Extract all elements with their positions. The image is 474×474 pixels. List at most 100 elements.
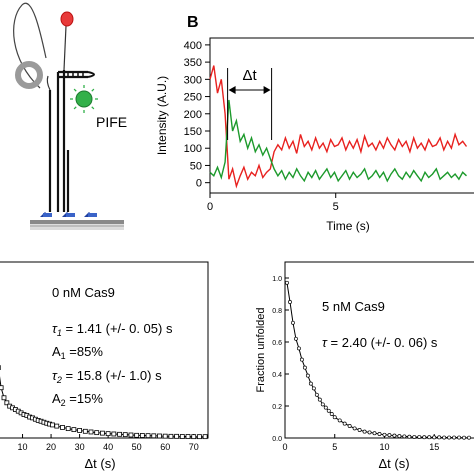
x-tick-label: 5 xyxy=(333,201,339,213)
decay0-point xyxy=(82,428,88,434)
dna-strands xyxy=(46,25,95,212)
red-trace-line xyxy=(209,65,468,189)
decay5-point xyxy=(392,433,397,438)
decay5-point xyxy=(457,435,462,440)
decay5-point xyxy=(402,434,407,439)
decay5-point xyxy=(442,435,447,440)
decay5-point xyxy=(329,412,334,416)
decay5-point xyxy=(296,346,301,351)
decay0-point xyxy=(100,430,105,436)
decay0-point xyxy=(65,426,71,432)
x-tick-label: 30 xyxy=(75,442,85,452)
A1-label: A1 =85% xyxy=(52,344,103,361)
panel-label-b: B xyxy=(187,14,199,31)
decay5-point xyxy=(362,429,367,434)
decay5-point xyxy=(417,435,422,439)
y-tick-label: 0.0 xyxy=(272,436,282,443)
decay0-point xyxy=(174,433,180,439)
decay5-point xyxy=(352,426,357,431)
decay0-point xyxy=(185,434,191,439)
decay5-point xyxy=(427,435,432,440)
decay5-point xyxy=(387,433,392,438)
decay0-point xyxy=(151,433,157,439)
decay0-point xyxy=(88,429,94,435)
decay5-point xyxy=(447,435,452,440)
decay0-point xyxy=(1,395,7,401)
delta-t-label: Δt xyxy=(243,67,258,84)
x-tick-label: 40 xyxy=(103,442,113,452)
tau1-subscript: 1 xyxy=(57,328,62,338)
decay5-point xyxy=(293,336,298,341)
tau1-label: τ1 = 1.41 (+/- 0. 05) s xyxy=(52,321,173,338)
x-tick-label: 50 xyxy=(132,442,142,452)
red-dye xyxy=(60,11,74,27)
decay0-point xyxy=(111,431,117,437)
dye-ray xyxy=(91,106,95,110)
y-tick-label: 300 xyxy=(184,74,202,86)
decay5-point xyxy=(367,430,372,435)
decay0-point xyxy=(157,433,162,439)
decay0-point xyxy=(105,431,111,437)
decay5-frame xyxy=(284,261,474,439)
decay0-point xyxy=(94,430,100,436)
A1-subscript: 1 xyxy=(61,351,66,361)
y-tick-label: 350 xyxy=(184,57,202,69)
tau1-symbol: τ xyxy=(52,321,58,336)
decay0-point xyxy=(191,434,197,440)
decay0-point xyxy=(50,422,55,428)
decay5-point xyxy=(314,392,319,397)
decay0-point xyxy=(77,428,82,433)
tau-5nM-label: τ = 2.40 (+/- 0. 06) s xyxy=(322,335,438,350)
y-tick-label: 1.0 xyxy=(272,276,282,283)
decay5-point xyxy=(302,365,307,370)
decay5-point xyxy=(452,435,457,440)
decay0-condition-label: 0 nM Cas9 xyxy=(52,285,115,300)
A2-label: A2 =15% xyxy=(52,391,103,408)
decay5-point xyxy=(342,421,347,426)
decay5-point xyxy=(382,432,387,437)
decay5-point xyxy=(437,435,442,440)
intensity-trace-chart: 0 50 100 150 200 250 300 350 400 0 5 Time (s) Intens… xyxy=(155,37,474,233)
y-tick-label: 150 xyxy=(184,126,202,138)
decay5-point xyxy=(377,432,382,436)
y-axis-title: Intensity (A.U.) xyxy=(155,76,169,155)
decay0-point xyxy=(4,400,10,406)
decay5-point xyxy=(320,402,325,407)
decay5-point xyxy=(432,435,437,440)
y-tick-label: 0 xyxy=(196,178,202,190)
decay0-point xyxy=(162,433,168,439)
y-tick-label: 200 xyxy=(184,109,202,121)
tau2-label: τ2 = 15.8 (+/- 1.0) s xyxy=(52,368,162,385)
decay0-point xyxy=(71,427,77,433)
green-dye xyxy=(70,85,98,113)
decay0-point xyxy=(168,433,174,439)
decay0-point xyxy=(145,433,151,439)
decay0-point xyxy=(60,425,65,430)
decay0-point xyxy=(128,432,134,438)
decay5-point xyxy=(305,373,310,378)
decay5-point xyxy=(412,435,417,439)
decay5-point xyxy=(337,418,342,423)
y-axis-title: Fraction unfolded xyxy=(255,308,267,393)
gray-ring xyxy=(15,61,43,89)
decay0-point xyxy=(202,434,208,440)
trace-frame xyxy=(209,37,474,194)
tau2-symbol: τ xyxy=(52,368,58,383)
tau1-eq: = 1.41 (+/- 0. 05) s xyxy=(62,321,173,336)
tether-line xyxy=(13,2,47,89)
decay-chart-5nM: 0.0 0.2 0.4 0.6 0.8 1.0 0 5 10 15 Δt (s) Fraction u… xyxy=(255,261,474,471)
y-tick-label: 0.8 xyxy=(272,308,282,315)
x-axis-title: Time (s) xyxy=(326,219,370,233)
decay0-point xyxy=(117,431,122,437)
x-axis-title: Δt (s) xyxy=(84,456,115,471)
x-tick-label: 5 xyxy=(332,442,337,452)
y-tick-label: 250 xyxy=(184,92,202,104)
decay0-point xyxy=(0,385,4,391)
decay0-point xyxy=(54,423,60,429)
x-tick-label: 0 xyxy=(207,201,213,213)
decay5-point xyxy=(326,408,331,413)
decay0-point xyxy=(139,433,145,438)
pife-label: PIFE xyxy=(96,114,127,130)
x-tick-label: 10 xyxy=(18,442,28,452)
